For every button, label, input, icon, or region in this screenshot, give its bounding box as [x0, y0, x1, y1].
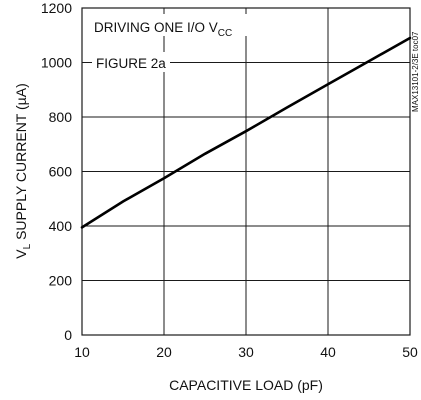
series-line — [80, 36, 412, 229]
x-tick-label: 20 — [156, 344, 172, 360]
annotation-line1: DRIVING ONE I/O VCC — [94, 20, 232, 39]
y-tick-label: 1000 — [41, 55, 72, 71]
y-tick-label: 800 — [49, 109, 73, 125]
x-axis-label: CAPACITIVE LOAD (pF) — [169, 377, 323, 393]
tick-labels: 10 20 30 40 50 0 200 400 600 800 1000 1200 — [41, 0, 418, 360]
y-tick-label: 1200 — [41, 0, 72, 16]
side-code-label: MAX13101-2/3E toc07 — [411, 31, 420, 112]
plot-frame — [81, 7, 411, 336]
y-tick-label: 400 — [49, 218, 73, 234]
annotation-line2: FIGURE 2a — [96, 56, 166, 71]
x-tick-label: 50 — [402, 344, 418, 360]
annotation-background — [90, 14, 248, 36]
y-tick-label: 200 — [49, 273, 73, 289]
x-tick-label: 10 — [74, 344, 90, 360]
y-tick-label: 0 — [64, 327, 72, 343]
y-tick-label: 600 — [49, 164, 73, 180]
annotation-background-2 — [92, 52, 170, 72]
grid-lines — [82, 8, 410, 335]
y-axis-label: VL SUPPLY CURRENT (µA) — [13, 83, 33, 258]
x-tick-label: 30 — [238, 344, 254, 360]
x-tick-label: 40 — [320, 344, 336, 360]
